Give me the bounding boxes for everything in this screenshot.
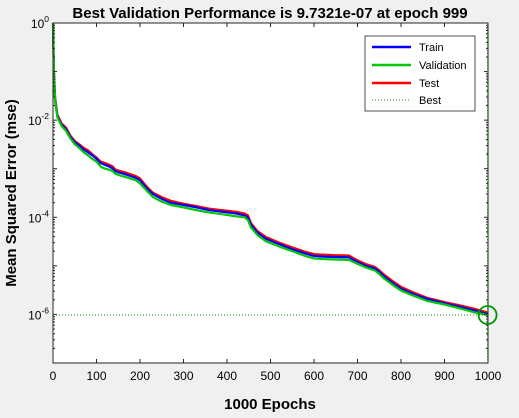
x-tick-label: 1000 (475, 369, 502, 383)
legend-label-validation: Validation (419, 60, 467, 72)
best-layer (53, 23, 498, 363)
x-tick-label: 700 (347, 369, 367, 383)
x-tick-label: 400 (217, 369, 237, 383)
x-tick-label: 0 (50, 369, 57, 383)
x-tick-label: 600 (304, 369, 324, 383)
x-tick-label: 500 (260, 369, 280, 383)
y-tick-label: 10-2 (28, 111, 49, 128)
y-axis-label: Mean Squared Error (mse) (3, 99, 20, 287)
x-tick-label: 200 (130, 369, 150, 383)
y-tick-label: 10-6 (28, 305, 49, 322)
series-line-test (51, 22, 488, 314)
y-tick-label: 100 (31, 14, 49, 31)
legend: Train Validation Test Best (364, 35, 476, 112)
y-tick-label: 10-4 (28, 208, 49, 225)
x-axis: 0 100 200 300 400 500 600 700 800 900 1000 (50, 23, 502, 383)
x-axis-label: 1000 Epochs (224, 396, 316, 413)
series-layer (51, 22, 488, 317)
series-line-train (51, 22, 488, 316)
legend-label-best: Best (419, 95, 441, 107)
y-axis: 100 10-2 10-4 10-6 (28, 14, 488, 364)
x-tick-label: 300 (173, 369, 193, 383)
x-tick-label: 900 (434, 369, 454, 383)
series-line-validation (51, 22, 488, 317)
best-marker (477, 305, 498, 325)
x-tick-label: 800 (391, 369, 411, 383)
legend-label-test: Test (419, 78, 439, 90)
legend-box (364, 35, 476, 112)
x-tick-label: 100 (86, 369, 106, 383)
chart-title: Best Validation Performance is 9.7321e-0… (72, 5, 467, 22)
legend-label-train: Train (419, 42, 444, 54)
